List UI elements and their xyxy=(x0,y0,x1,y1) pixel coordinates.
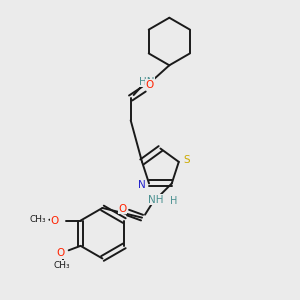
Text: O: O xyxy=(56,248,64,258)
Text: O: O xyxy=(50,216,58,226)
Text: S: S xyxy=(183,155,190,165)
Text: CH₃: CH₃ xyxy=(30,214,46,224)
Text: NH: NH xyxy=(148,195,163,205)
Text: H: H xyxy=(170,196,178,206)
Text: N: N xyxy=(138,180,146,190)
Text: CH₃: CH₃ xyxy=(53,261,70,270)
Text: O: O xyxy=(118,204,127,214)
Text: O: O xyxy=(146,80,154,90)
Text: HN: HN xyxy=(139,76,155,87)
